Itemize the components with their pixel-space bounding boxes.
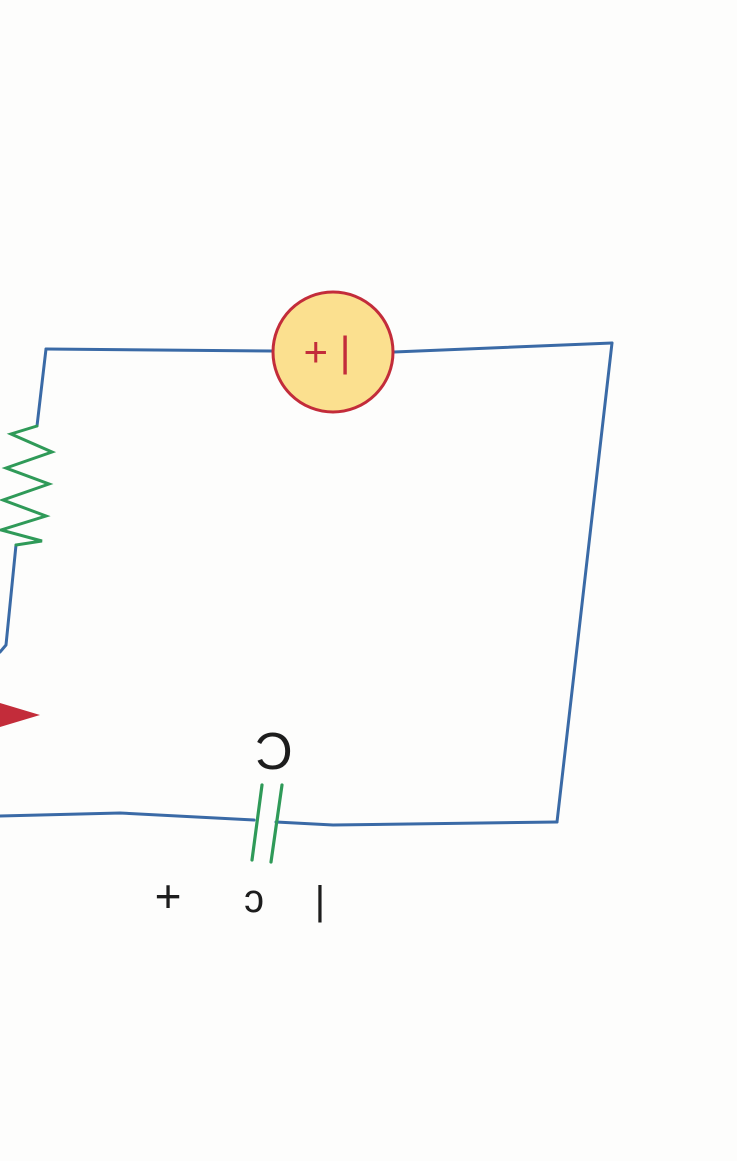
wire-bottom-right [274,820,559,827]
plus-label: + [155,870,182,922]
wire-right [555,341,614,824]
wire-bottom-left [0,811,256,822]
wire-left-bottom [0,543,18,654]
capacitor-label: C [255,721,293,779]
wire-top-left [44,347,274,353]
minus-label: | [315,879,325,923]
capacitor-plate-left [250,783,264,862]
voltage-source-icon: + | [271,290,395,414]
source-label: + | [303,328,350,375]
wire-top-right [392,341,614,354]
middle-label: ɔ [244,877,264,921]
wire-left-top [35,347,48,428]
resistor-zigzag-icon [0,424,57,547]
current-arrow-icon [0,703,40,727]
capacitor-icon [250,783,284,864]
source-circle [271,290,395,414]
capacitor-plate-right [269,783,284,864]
